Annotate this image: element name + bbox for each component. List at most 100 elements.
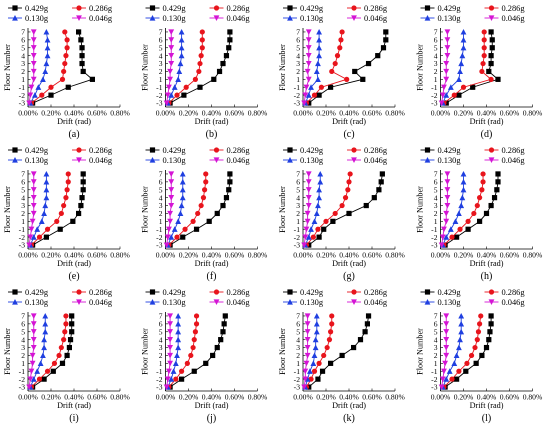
y-axis-label: Floor Number	[416, 328, 425, 375]
panel-label: (b)	[206, 129, 218, 140]
data-point-0.046g-floor-3	[30, 202, 37, 209]
data-point-0.286g-floor-5	[337, 45, 343, 51]
series-line	[308, 31, 387, 104]
data-point-0.130g-floor-2	[41, 210, 47, 217]
data-point-0.286g-floor-5	[475, 329, 482, 335]
data-point-0.130g-floor-6	[42, 320, 49, 327]
legend-entry-0.046g: 0.046g	[72, 298, 113, 307]
legend-label: 0.286g	[364, 146, 388, 155]
legend-label: 0.130g	[438, 298, 462, 307]
y-tick-label: -2	[19, 91, 26, 100]
legend-marker	[424, 289, 431, 295]
x-tick-label: 0.80%	[523, 251, 543, 260]
legend-entry-0.130g: 0.130g	[145, 14, 186, 23]
data-point-0.429g-floor--1	[193, 226, 200, 232]
data-point-0.046g-floor-6	[168, 179, 175, 185]
legend-marker	[12, 147, 18, 153]
data-point-0.130g-floor-3	[458, 202, 465, 209]
legend-marker	[424, 299, 431, 305]
legend-marker	[488, 299, 495, 305]
series-0.130g	[27, 170, 50, 248]
y-axis-label: Floor Number	[141, 328, 150, 375]
data-point-0.429g-floor-4	[79, 53, 85, 59]
x-tick-label: 0.00%	[156, 393, 176, 402]
data-point-0.429g-floor--2	[454, 376, 460, 382]
data-point-0.286g-floor--1	[179, 368, 185, 374]
data-point-0.130g-floor-3	[177, 60, 184, 67]
y-tick-label: 5	[21, 327, 25, 336]
x-axis-label: Drift (rad)	[57, 401, 91, 410]
data-point-0.046g-floor-1	[443, 218, 450, 225]
legend-label: 0.046g	[502, 156, 526, 165]
data-point-0.429g-floor-2	[210, 352, 216, 359]
panel-label: (c)	[343, 129, 354, 140]
x-tick-label: 0.60%	[87, 109, 107, 118]
series-line	[444, 315, 492, 388]
data-point-0.130g-floor-3	[458, 60, 465, 67]
panel-label: (d)	[481, 129, 493, 140]
x-tick-label: 0.80%	[110, 109, 130, 118]
data-point-0.130g-floor-1	[452, 218, 459, 224]
series-line	[304, 31, 320, 104]
y-tick-label: 4	[434, 193, 438, 202]
data-point-0.046g-floor--1	[303, 226, 310, 233]
data-point-0.130g-floor-3	[312, 344, 319, 351]
series-line	[306, 315, 333, 388]
data-point-0.286g-floor-1	[184, 360, 190, 366]
legend-entry-0.130g: 0.130g	[283, 156, 324, 165]
data-point-0.429g-floor--1	[465, 226, 471, 232]
series-line	[306, 31, 348, 104]
data-point-0.130g-floor-6	[178, 36, 185, 43]
data-point-0.046g-floor-4	[30, 337, 37, 343]
y-tick-label: 3	[434, 59, 438, 68]
data-point-0.046g-floor--2	[302, 92, 309, 99]
y-axis-label: Floor Number	[278, 328, 287, 375]
legend-entry-0.046g: 0.046g	[484, 156, 526, 165]
data-point-0.429g-floor-2	[64, 352, 70, 359]
data-point-0.286g-floor-2	[479, 68, 485, 75]
y-tick-label: -1	[156, 225, 163, 234]
series-line	[167, 31, 183, 104]
data-point-0.046g-floor--3	[26, 100, 33, 107]
data-point-0.429g-floor-4	[79, 195, 85, 201]
data-point-0.286g-floor--2	[174, 234, 180, 240]
x-axis-label: Drift (rad)	[195, 401, 229, 410]
data-point-0.429g-floor-5	[80, 187, 86, 193]
legend-label: 0.046g	[89, 156, 113, 165]
data-point-0.046g-floor-1	[303, 360, 310, 367]
legend-label: 0.429g	[300, 288, 324, 297]
data-point-0.286g-floor-7	[478, 313, 484, 319]
data-point-0.286g-floor-2	[471, 210, 477, 217]
legend-label: 0.130g	[25, 14, 49, 23]
data-point-0.429g-floor--2	[43, 234, 49, 240]
data-point-0.046g-floor-7	[168, 29, 175, 35]
data-point-0.130g-floor-5	[316, 186, 322, 193]
data-point-0.130g-floor--2	[168, 234, 175, 240]
y-tick-label: 1	[434, 217, 438, 226]
data-point-0.429g-floor-3	[488, 202, 494, 209]
legend-marker	[12, 299, 18, 305]
x-tick-label: 0.40%	[339, 109, 359, 118]
data-point-0.046g-floor-6	[443, 321, 450, 327]
y-tick-label: -3	[294, 241, 301, 250]
data-point-0.046g-floor-5	[305, 187, 312, 193]
y-tick-label: -3	[19, 99, 26, 108]
y-tick-label: 4	[434, 335, 438, 344]
data-point-0.286g-floor-6	[346, 179, 352, 185]
x-tick-label: 0.80%	[110, 393, 130, 402]
legend-marker	[149, 157, 156, 163]
y-tick-label: 2	[296, 67, 300, 76]
legend-marker	[76, 289, 82, 295]
data-point-0.046g-floor-5	[444, 45, 451, 51]
data-point-0.286g-floor-6	[193, 321, 200, 327]
y-tick-label: 6	[159, 35, 163, 44]
y-tick-label: 5	[296, 43, 300, 52]
data-point-0.429g-floor-7	[365, 313, 372, 319]
data-point-0.046g-floor-7	[444, 171, 451, 177]
legend-entry-0.046g: 0.046g	[347, 156, 388, 165]
series-line	[28, 31, 35, 104]
y-tick-label: 7	[296, 28, 300, 37]
data-point-0.046g-floor-2	[443, 352, 450, 359]
data-point-0.046g-floor-1	[29, 218, 36, 225]
